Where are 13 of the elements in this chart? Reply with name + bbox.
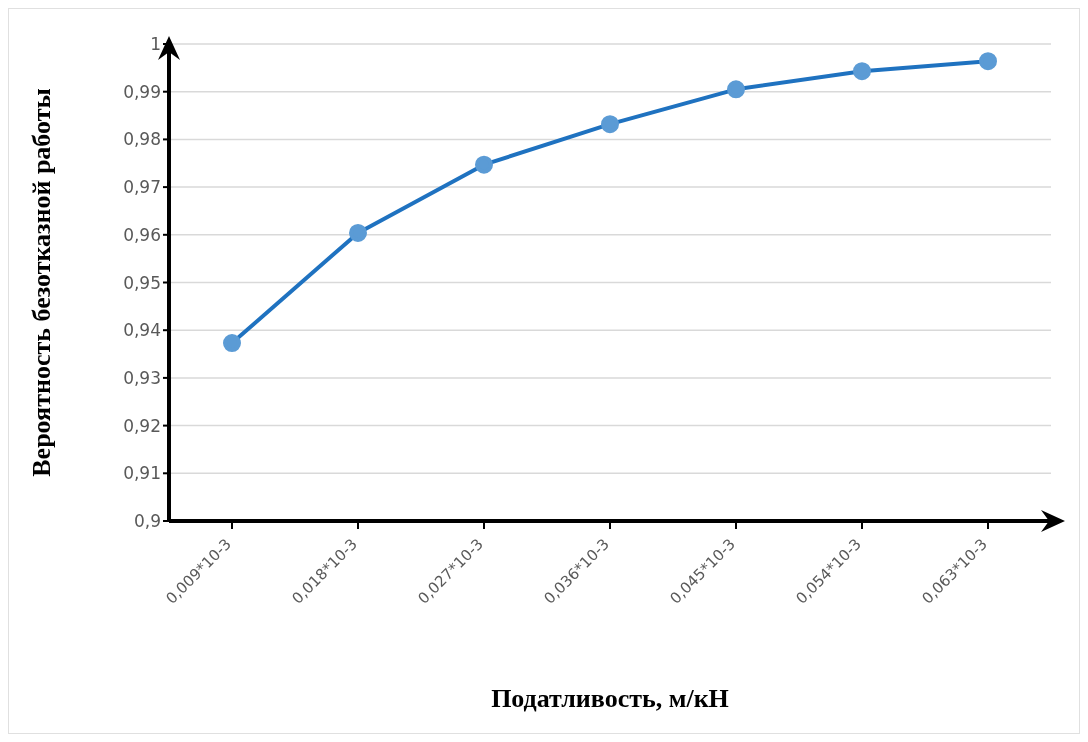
y-tick-label: 0,93	[123, 367, 161, 388]
y-tick-label: 0,97	[123, 177, 161, 198]
y-tick-label: 0,99	[123, 81, 161, 102]
y-axis-title: Вероятность безотказной работы	[27, 88, 57, 477]
y-tick-label: 0,95	[123, 272, 161, 293]
y-tick-label: 0,92	[123, 415, 161, 436]
y-tick-label: 0,94	[123, 320, 161, 341]
y-tick-label: 0,98	[123, 129, 161, 150]
y-tick-label: 1	[150, 34, 161, 55]
y-tick-label: 0,91	[123, 463, 161, 484]
x-axis-title: Податливость, м/кН	[491, 684, 729, 713]
y-tick-label: 0,96	[123, 224, 161, 245]
y-tick-label: 0,9	[133, 511, 161, 532]
